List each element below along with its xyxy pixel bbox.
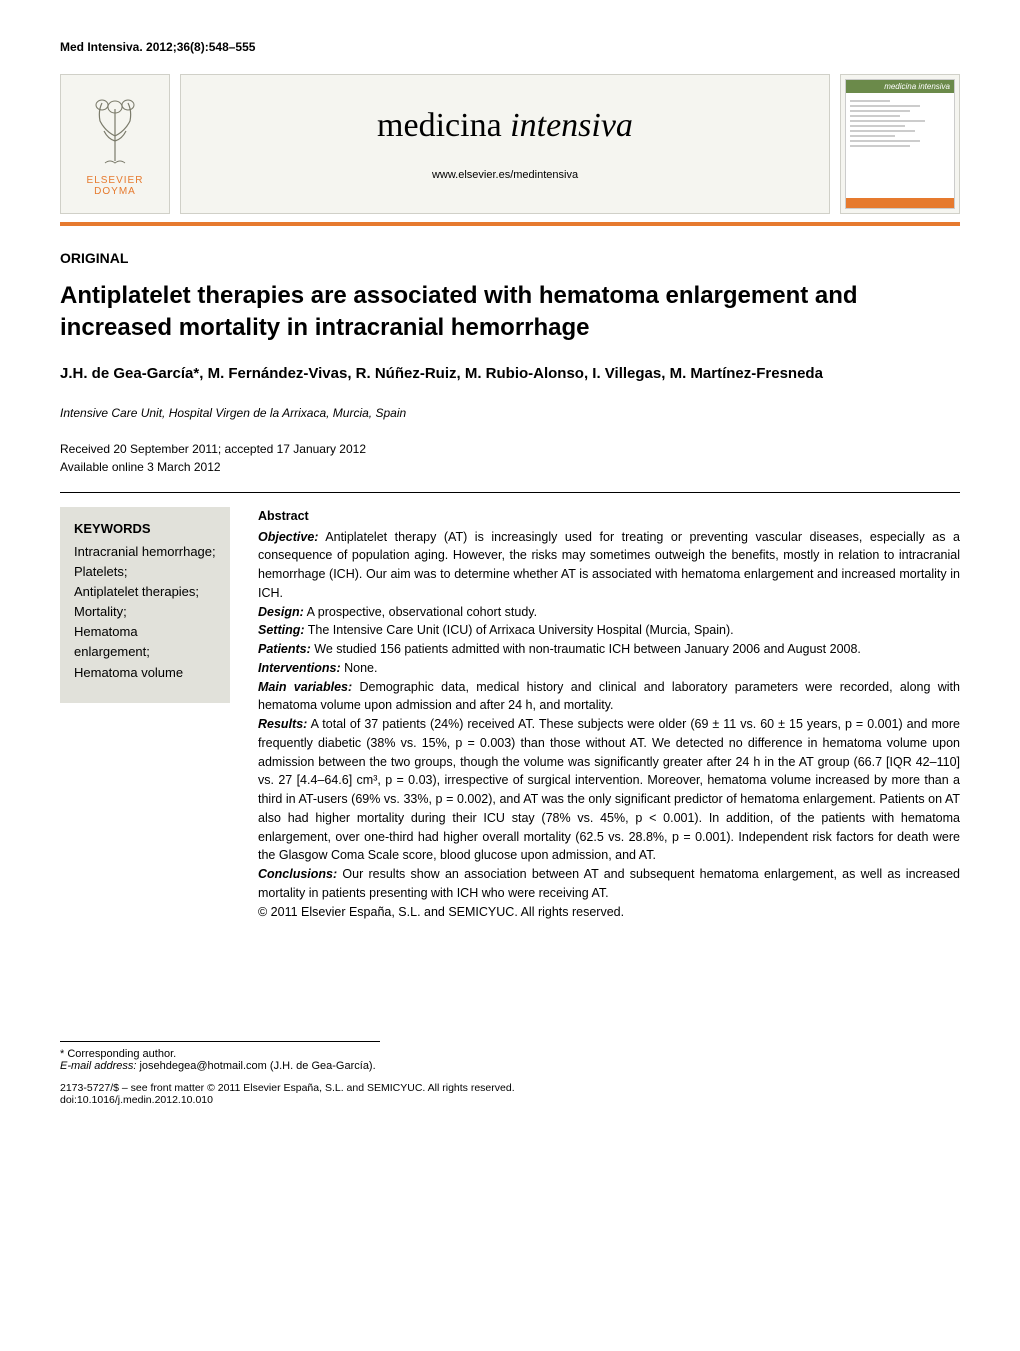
abstract-setting-label: Setting: bbox=[258, 623, 305, 637]
abstract-setting-text: The Intensive Care Unit (ICU) of Arrixac… bbox=[305, 623, 734, 637]
abstract-objective-text: Antiplatelet therapy (AT) is increasingl… bbox=[258, 530, 960, 600]
journal-title: medicina intensiva bbox=[377, 107, 633, 145]
abstract-main-variables-text: Demographic data, medical history and cl… bbox=[258, 680, 960, 713]
abstract-conclusions-text: Our results show an association between … bbox=[258, 867, 960, 900]
email-line: E-mail address: josehdegea@hotmail.com (… bbox=[60, 1060, 380, 1072]
journal-url: www.elsevier.es/medintensiva bbox=[432, 169, 578, 181]
keywords-list: Intracranial hemorrhage; Platelets; Anti… bbox=[74, 542, 216, 683]
publisher-logo-box: ELSEVIER DOYMA bbox=[60, 74, 170, 214]
abstract-conclusions-label: Conclusions: bbox=[258, 867, 337, 881]
abstract-patients: Patients: We studied 156 patients admitt… bbox=[258, 640, 960, 659]
keywords-box: KEYWORDS Intracranial hemorrhage; Platel… bbox=[60, 507, 230, 703]
abstract-main-variables: Main variables: Demographic data, medica… bbox=[258, 678, 960, 716]
elsevier-tree-icon bbox=[80, 91, 150, 171]
footnotes: * Corresponding author. E-mail address: … bbox=[60, 1041, 380, 1072]
affiliation: Intensive Care Unit, Hospital Virgen de … bbox=[60, 406, 960, 420]
keywords-heading: KEYWORDS bbox=[74, 521, 216, 536]
abstract-interventions-label: Interventions: bbox=[258, 661, 341, 675]
cover-thumb-header: medicina intensiva bbox=[846, 80, 954, 93]
abstract-design-text: A prospective, observational cohort stud… bbox=[304, 605, 537, 619]
abstract-conclusions: Conclusions: Our results show an associa… bbox=[258, 865, 960, 903]
authors: J.H. de Gea-García*, M. Fernández-Vivas,… bbox=[60, 365, 960, 382]
abstract-results: Results: A total of 37 patients (24%) re… bbox=[258, 715, 960, 865]
abstract-objective: Objective: Antiplatelet therapy (AT) is … bbox=[258, 528, 960, 603]
doi: doi:10.1016/j.medin.2012.10.010 bbox=[60, 1094, 960, 1106]
abstract-objective-label: Objective: bbox=[258, 530, 318, 544]
journal-title-italic: intensiva bbox=[510, 107, 633, 144]
orange-divider bbox=[60, 222, 960, 226]
publisher-logo-text: ELSEVIER DOYMA bbox=[69, 175, 161, 197]
available-online: Available online 3 March 2012 bbox=[60, 460, 960, 474]
masthead: ELSEVIER DOYMA medicina intensiva www.el… bbox=[60, 74, 960, 214]
abstract-section: KEYWORDS Intracranial hemorrhage; Platel… bbox=[60, 507, 960, 922]
article-title: Antiplatelet therapies are associated wi… bbox=[60, 280, 960, 345]
abstract-results-text: A total of 37 patients (24%) received AT… bbox=[258, 717, 960, 862]
abstract-design-label: Design: bbox=[258, 605, 304, 619]
abstract-interventions-text: None. bbox=[341, 661, 378, 675]
abstract-column: Abstract Objective: Antiplatelet therapy… bbox=[258, 507, 960, 922]
abstract-setting: Setting: The Intensive Care Unit (ICU) o… bbox=[258, 621, 960, 640]
abstract-patients-text: We studied 156 patients admitted with no… bbox=[311, 642, 861, 656]
abstract-top-rule bbox=[60, 492, 960, 493]
email-label: E-mail address: bbox=[60, 1060, 139, 1072]
abstract-heading: Abstract bbox=[258, 507, 960, 526]
abstract-design: Design: A prospective, observational coh… bbox=[258, 603, 960, 622]
abstract-interventions: Interventions: None. bbox=[258, 659, 960, 678]
corresponding-author-note: * Corresponding author. bbox=[60, 1048, 380, 1060]
journal-title-box: medicina intensiva www.elsevier.es/medin… bbox=[180, 74, 830, 214]
abstract-patients-label: Patients: bbox=[258, 642, 311, 656]
email-address: josehdegea@hotmail.com bbox=[139, 1060, 266, 1072]
abstract-main-variables-label: Main variables: bbox=[258, 680, 352, 694]
running-head: Med Intensiva. 2012;36(8):548–555 bbox=[60, 40, 960, 54]
received-accepted: Received 20 September 2011; accepted 17 … bbox=[60, 442, 960, 456]
journal-title-plain: medicina bbox=[377, 107, 510, 144]
article-type: ORIGINAL bbox=[60, 250, 960, 266]
abstract-copyright: © 2011 Elsevier España, S.L. and SEMICYU… bbox=[258, 903, 960, 922]
issn-copyright: 2173-5727/$ – see front matter © 2011 El… bbox=[60, 1082, 960, 1094]
journal-cover-thumbnail: medicina intensiva bbox=[840, 74, 960, 214]
abstract-results-label: Results: bbox=[258, 717, 307, 731]
email-attribution: (J.H. de Gea-García). bbox=[267, 1060, 376, 1072]
